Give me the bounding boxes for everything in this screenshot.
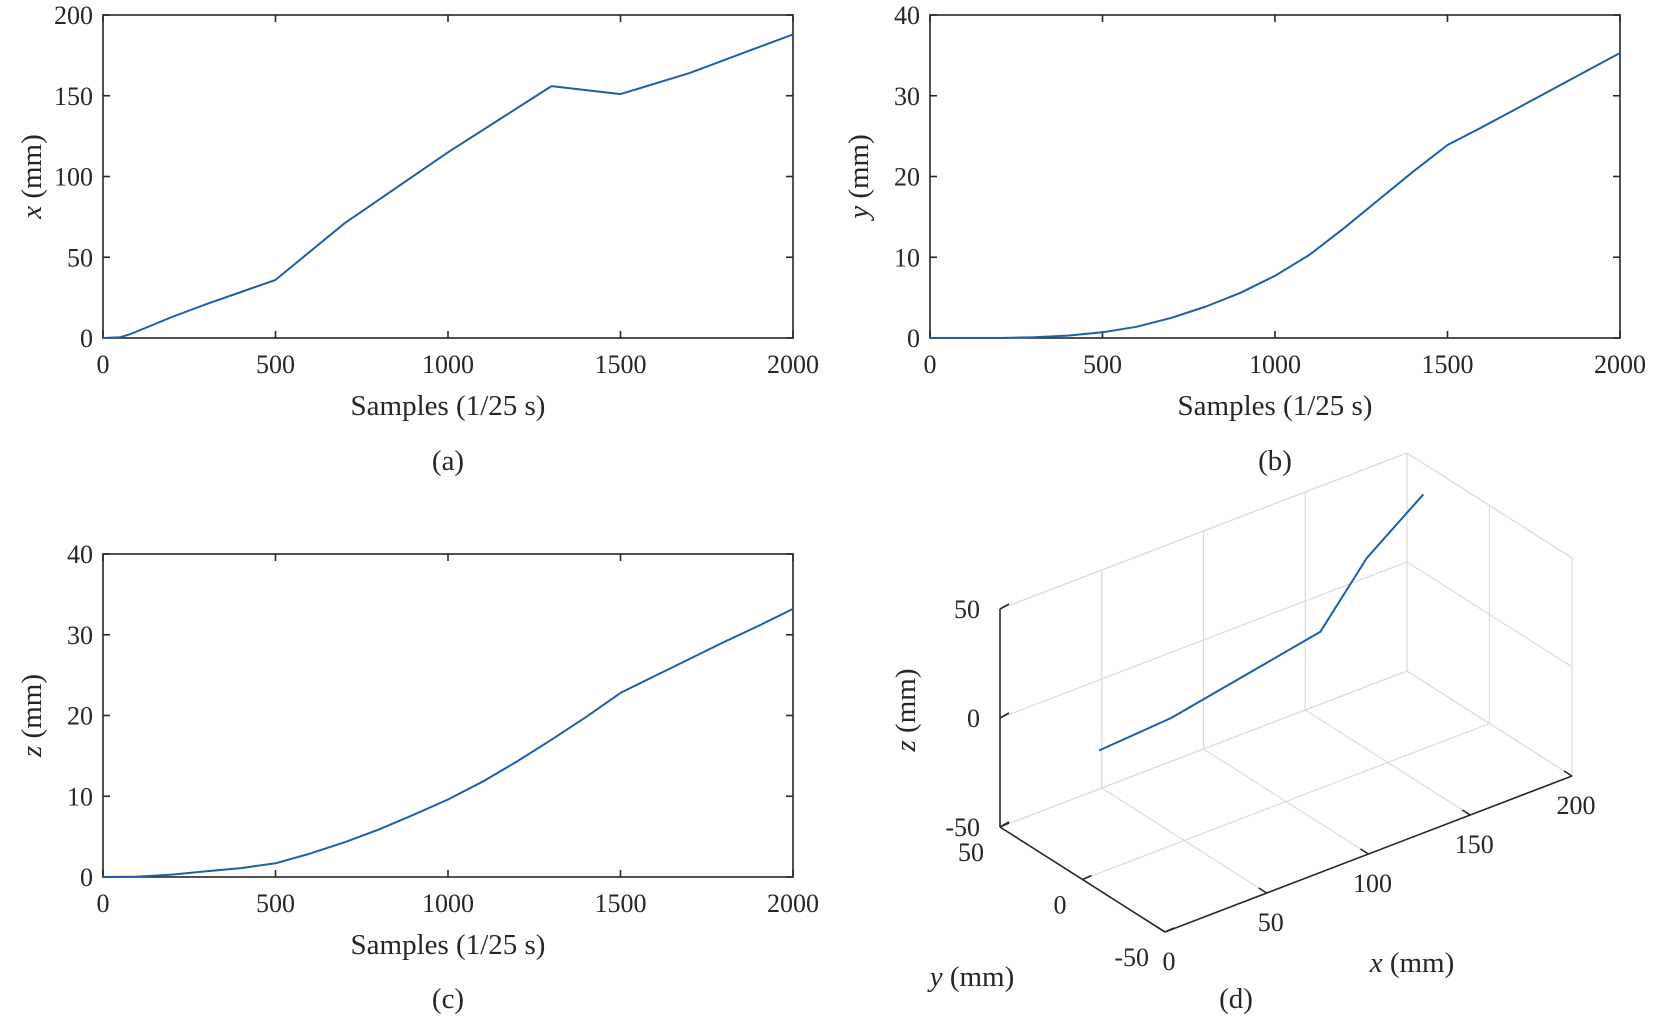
z-axis-label-variable: z	[890, 740, 922, 752]
z-tick-mark	[999, 821, 1010, 828]
y-tick-label: 0	[80, 863, 93, 892]
x-tick-label: 50	[1258, 908, 1284, 937]
y-tick-mark	[1164, 927, 1175, 933]
x-tick-mark	[1258, 887, 1268, 894]
x-tick-label: 1000	[1249, 350, 1301, 379]
y-tick-label: 10	[67, 782, 93, 811]
x-tick-label: 0	[1163, 947, 1176, 976]
y-tick-label: 30	[67, 621, 93, 650]
axes-frame	[102, 553, 794, 878]
y-tick-label: -50	[1114, 943, 1149, 972]
x-tick-mark	[1156, 926, 1166, 933]
x-tick-label: 200	[1557, 791, 1596, 820]
x-tick-mark	[1461, 809, 1471, 816]
axes-frame	[929, 14, 1621, 339]
y-axis-unit: (mm)	[16, 134, 48, 206]
x-tick-label: 1500	[595, 350, 647, 379]
z-axis-label-unit: (mm)	[890, 669, 922, 741]
series-line-y	[930, 52, 1621, 339]
panel-caption: (c)	[432, 983, 464, 1015]
grid-line-floor-y	[1082, 722, 1490, 881]
x-tick-label: 100	[1353, 869, 1392, 898]
y-tick-label: 100	[54, 163, 93, 192]
y-axis-label: y (mm)	[927, 961, 1015, 993]
x-tick-label: 500	[256, 350, 295, 379]
y-axis-label-variable: y	[927, 961, 943, 993]
pane-edge	[999, 452, 1408, 610]
x-tick-label: 2000	[1594, 350, 1646, 379]
z-tick-mark	[999, 712, 1010, 719]
x-axis-label-unit: (mm)	[1383, 947, 1455, 979]
x-tick-label: 2000	[767, 889, 819, 918]
x-tick-label: 0	[97, 350, 110, 379]
y-tick-label: 40	[894, 1, 920, 30]
panel-caption: (b)	[1258, 445, 1292, 477]
x-tick-mark	[1563, 770, 1573, 777]
y-axis-unit: (mm)	[843, 134, 875, 206]
x-tick-label: 1000	[422, 889, 474, 918]
x-tick-label: 2000	[767, 350, 819, 379]
y-tick-label: 0	[80, 324, 93, 353]
y-tick-label: 20	[894, 163, 920, 192]
x-tick-label: 1500	[595, 889, 647, 918]
y-axis-variable: z	[16, 746, 48, 758]
panel-caption: (d)	[1219, 983, 1253, 1015]
z-axis-label: z (mm)	[890, 669, 922, 753]
y-tick-label: 50	[67, 243, 93, 272]
series-line-x	[102, 33, 794, 339]
y-tick-label: 0	[907, 324, 920, 353]
y-tick-label: 20	[67, 702, 93, 731]
series-line-z	[102, 608, 794, 878]
panel-caption: (a)	[432, 445, 464, 477]
y-tick-label: 30	[894, 82, 920, 111]
y-axis-label-unit: (mm)	[943, 961, 1015, 993]
y-tick-label: 0	[1054, 891, 1067, 920]
y-axis-label: z (mm)	[16, 674, 48, 758]
grid-line-back-z	[999, 670, 1408, 828]
y-axis-label: y (mm)	[843, 134, 875, 222]
grid-line-back-z	[999, 561, 1408, 719]
panel-b: 0 500 1000 1500 2000 0 10 20 30 40 Samples (1/25 s…	[843, 1, 1646, 477]
x-tick-mark	[1360, 848, 1369, 855]
y-tick-label: 200	[54, 1, 93, 30]
x-axis-label: Samples (1/25 s)	[351, 390, 546, 422]
x-tick-label: 1500	[1422, 350, 1474, 379]
x-axis-label: Samples (1/25 s)	[351, 929, 546, 961]
x-axis-label: Samples (1/25 s)	[1178, 390, 1373, 422]
z-tick-label: 50	[954, 595, 980, 624]
z-tick-label: -50	[945, 813, 980, 842]
x-tick-label: 0	[924, 350, 937, 379]
pane-edge	[1406, 452, 1573, 559]
z-tick-label: 0	[967, 704, 980, 733]
x-tick-label: 500	[1083, 350, 1122, 379]
x-tick-label: 0	[97, 889, 110, 918]
grid-line-side-z	[1406, 670, 1573, 777]
y-tick-label: 150	[54, 82, 93, 111]
y-axis-unit: (mm)	[16, 674, 48, 746]
x-axis-label-variable: x	[1369, 947, 1383, 979]
y-tick-label: 40	[67, 540, 93, 569]
axes-frame	[102, 14, 794, 339]
y-tick-label: 50	[958, 838, 984, 867]
y-tick-mark	[1082, 874, 1092, 881]
z-tick-mark	[999, 603, 1010, 610]
series-line-trajectory	[1098, 493, 1425, 752]
grid-line-side-z	[1406, 561, 1573, 668]
y-tick-label: 10	[894, 243, 920, 272]
y-axis-label: x (mm)	[16, 134, 48, 220]
panel-a: 0 500 1000 1500 2000 0 50 100 150 200 Samples (1/2…	[16, 1, 819, 477]
panel-c: 0 500 1000 1500 2000 0 10 20 30 40 Samples (1/25 s…	[16, 540, 819, 1015]
x-axis-label: x (mm)	[1369, 947, 1455, 979]
x-tick-label: 1000	[422, 350, 474, 379]
x-tick-label: 500	[256, 889, 295, 918]
y-axis-variable: y	[843, 206, 875, 222]
y-axis-variable: x	[16, 206, 48, 220]
x-tick-label: 150	[1455, 830, 1494, 859]
